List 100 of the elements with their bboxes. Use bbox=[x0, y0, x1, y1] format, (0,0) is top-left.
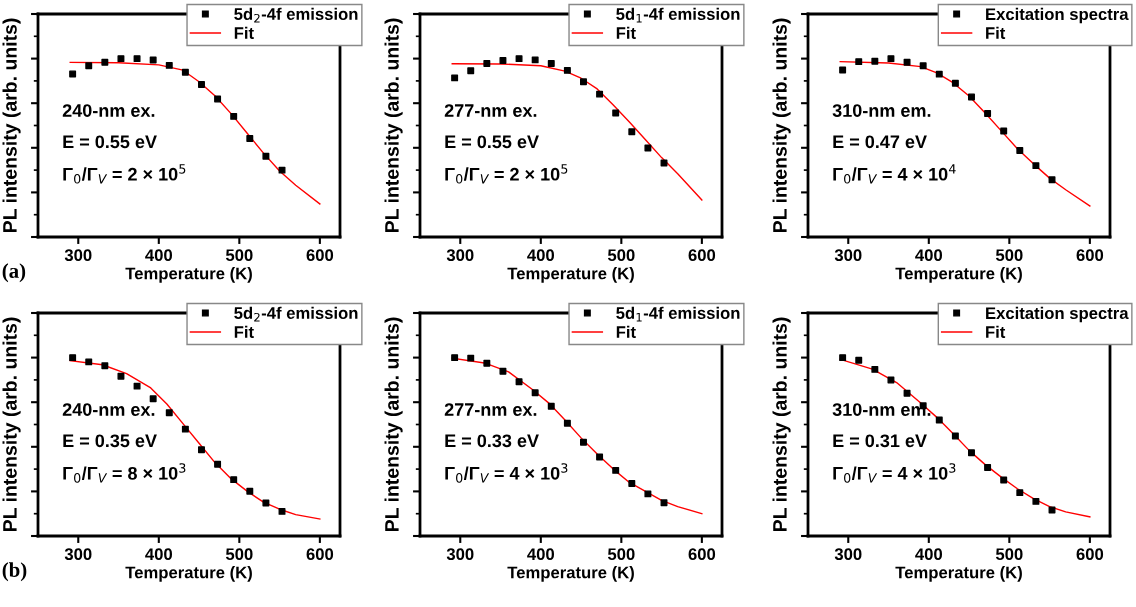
x-tick-label: 600 bbox=[306, 548, 334, 561]
x-tick-label: 600 bbox=[688, 548, 716, 561]
point bbox=[1016, 489, 1024, 497]
annotation: 277-nm ex. bbox=[444, 104, 537, 117]
point bbox=[644, 490, 652, 498]
x-tick-label: 400 bbox=[915, 249, 943, 262]
point bbox=[214, 95, 222, 103]
point bbox=[628, 128, 636, 136]
point bbox=[644, 144, 652, 152]
x-tick-label: 300 bbox=[64, 249, 92, 262]
point bbox=[935, 70, 943, 78]
annotation: 310-nm em. bbox=[832, 104, 931, 117]
point bbox=[165, 409, 173, 417]
legend-label: Fit bbox=[234, 325, 254, 338]
point bbox=[483, 359, 491, 367]
point bbox=[660, 499, 668, 507]
point bbox=[951, 432, 959, 440]
legend-label: Fit bbox=[616, 26, 636, 39]
point bbox=[1000, 127, 1008, 135]
legend-label: Excitation spectra bbox=[986, 7, 1129, 24]
x-tick-label: 400 bbox=[145, 548, 173, 561]
x-tick-label: 300 bbox=[446, 249, 474, 262]
point bbox=[628, 480, 636, 488]
point bbox=[612, 466, 620, 474]
y-axis-title: PL intensity (arb. units) bbox=[384, 18, 403, 233]
legend-label: Fit bbox=[234, 26, 254, 39]
point bbox=[214, 460, 222, 468]
point bbox=[246, 487, 254, 495]
point bbox=[149, 395, 157, 403]
x-tick-label: 300 bbox=[446, 548, 474, 561]
point bbox=[451, 354, 459, 362]
point bbox=[467, 354, 475, 362]
point bbox=[871, 57, 879, 65]
point bbox=[855, 356, 863, 364]
annotation: 240-nm ex. bbox=[62, 104, 155, 117]
text: (b) bbox=[2, 562, 27, 582]
x-axis-title: Temperature (K) bbox=[125, 566, 252, 582]
point bbox=[101, 58, 109, 66]
point bbox=[117, 372, 125, 380]
annotation: E = 0.55 eV bbox=[445, 135, 539, 149]
x-tick-label: 500 bbox=[995, 548, 1023, 561]
x-axis-title: Temperature (K) bbox=[507, 566, 634, 582]
point bbox=[1048, 176, 1056, 184]
point bbox=[230, 476, 238, 484]
point bbox=[467, 67, 475, 75]
legend-label: 5d$_{2}$-4f emission bbox=[234, 7, 358, 23]
annotation: E = 0.55 eV bbox=[63, 135, 157, 149]
point bbox=[499, 367, 507, 375]
annotation: Γ$_{0}$/Γ$_{V}$ = 2 × 10$^{5}$ bbox=[445, 164, 568, 184]
x-tick-label: 300 bbox=[834, 249, 862, 262]
point bbox=[612, 109, 620, 117]
annotation: E = 0.35 eV bbox=[63, 434, 157, 448]
point bbox=[660, 159, 668, 167]
point bbox=[499, 57, 507, 65]
x-tick-label: 400 bbox=[527, 249, 555, 262]
legend-label: Fit bbox=[616, 325, 636, 338]
legend-label: Fit bbox=[986, 26, 1006, 39]
point bbox=[935, 416, 943, 424]
x-tick-label: 600 bbox=[688, 249, 716, 262]
point bbox=[887, 376, 895, 384]
x-axis-title: Temperature (K) bbox=[895, 267, 1022, 283]
point bbox=[1000, 476, 1008, 484]
x-tick-label: 300 bbox=[64, 548, 92, 561]
point bbox=[69, 70, 77, 78]
point bbox=[531, 56, 539, 64]
x-tick-label: 500 bbox=[995, 249, 1023, 262]
annotation: Γ$_{0}$/Γ$_{V}$ = 2 × 10$^{5}$ bbox=[63, 164, 186, 184]
annotation: Γ$_{0}$/Γ$_{V}$ = 8 × 10$^{3}$ bbox=[63, 463, 186, 483]
point bbox=[887, 55, 895, 63]
point bbox=[230, 112, 238, 120]
point bbox=[563, 419, 571, 427]
x-tick-label: 600 bbox=[1076, 548, 1104, 561]
point bbox=[198, 80, 205, 88]
point bbox=[984, 110, 992, 118]
y-axis-title: PL intensity (arb. units) bbox=[772, 18, 791, 233]
x-tick-label: 400 bbox=[145, 249, 173, 262]
point bbox=[839, 66, 847, 74]
point bbox=[262, 152, 270, 160]
point bbox=[547, 402, 555, 410]
annotation: Γ$_{0}$/Γ$_{V}$ = 4 × 10$^{3}$ bbox=[833, 463, 956, 483]
annotation: Γ$_{0}$/Γ$_{V}$ = 4 × 10$^{4}$ bbox=[833, 164, 956, 184]
point bbox=[580, 78, 587, 86]
x-tick-label: 300 bbox=[834, 548, 862, 561]
legend-label: Excitation spectra bbox=[986, 306, 1129, 323]
x-tick-label: 500 bbox=[607, 548, 635, 561]
point bbox=[85, 358, 93, 366]
point bbox=[85, 62, 93, 70]
point bbox=[1032, 162, 1040, 170]
point bbox=[181, 68, 189, 76]
legend-label: 5d$_{2}$-4f emission bbox=[234, 306, 358, 322]
x-tick-label: 600 bbox=[306, 249, 334, 262]
point bbox=[165, 61, 173, 69]
x-axis-title: Temperature (K) bbox=[125, 267, 252, 283]
annotation: 240-nm ex. bbox=[62, 403, 155, 416]
point bbox=[984, 464, 992, 471]
annotation: E = 0.33 eV bbox=[445, 434, 539, 448]
point bbox=[563, 66, 571, 74]
x-tick-label: 400 bbox=[915, 548, 943, 561]
point bbox=[968, 449, 975, 457]
x-tick-label: 500 bbox=[607, 249, 635, 262]
